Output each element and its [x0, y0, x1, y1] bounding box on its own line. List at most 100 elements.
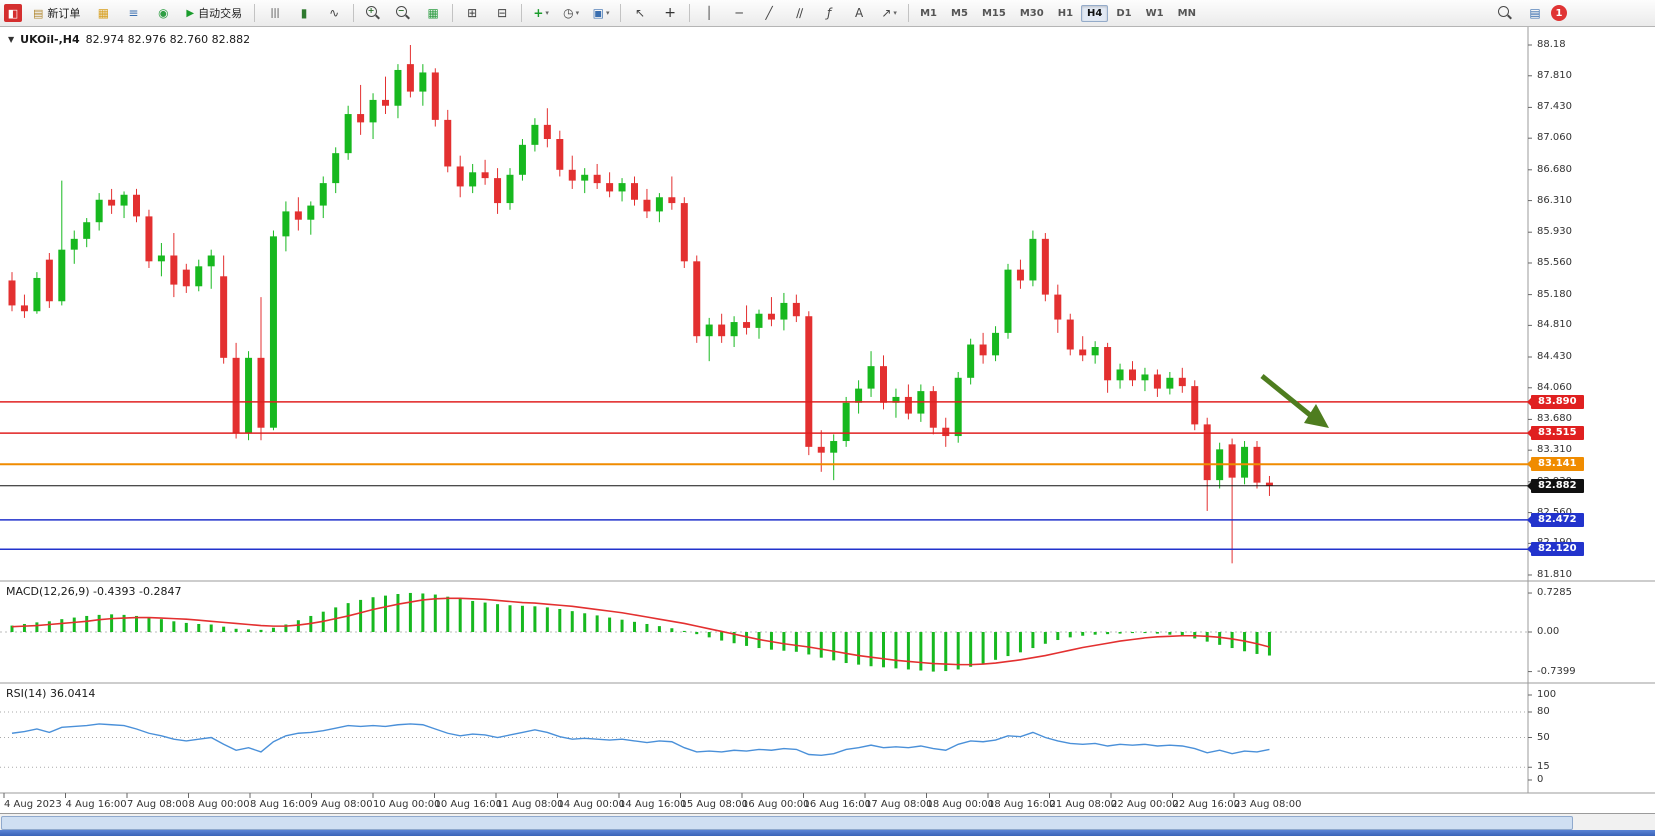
fibonacci-icon: ƒ — [826, 6, 832, 20]
channel-tool[interactable]: ∕∕ — [785, 2, 813, 25]
rsi-axis-label: 80 — [1537, 706, 1550, 717]
clock-icon: ◷ — [563, 6, 574, 20]
time-axis — [3, 793, 1235, 798]
app-icon[interactable]: ◧ — [4, 4, 22, 22]
price-axis-label: 87.430 — [1537, 101, 1572, 113]
line-chart-icon: ∿ — [329, 6, 340, 20]
timeframe-D1[interactable]: D1 — [1116, 7, 1132, 19]
rsi-axis-label: 100 — [1537, 689, 1557, 700]
horizontal-line-icon: ─ — [735, 6, 743, 20]
time-axis-label: 9 Aug 08:00 — [311, 799, 373, 810]
time-axis-label: 22 Aug 00:00 — [1111, 799, 1179, 810]
price-level-badge[interactable]: 83.890 — [1527, 394, 1584, 409]
chart-labels-layer: 88.18 87.810 87.430 87.060 86.680 86.310 85.93… — [0, 27, 1655, 836]
price-axis-label: 87.810 — [1537, 69, 1572, 81]
price-level-badge[interactable]: 82.120 — [1527, 542, 1584, 557]
trendline-tool[interactable]: ╱ — [755, 2, 783, 25]
template-icon: ▣ — [592, 6, 605, 20]
market-watch-button[interactable]: ≡ — [119, 2, 147, 25]
timeframe-H4[interactable]: H4 — [1081, 4, 1109, 22]
tile-windows-icon: ⊞ — [467, 6, 478, 20]
navigator-button[interactable]: ◉ — [149, 2, 177, 25]
charts-icon: ▦ — [97, 6, 110, 20]
ohlc-quote-label: 82.974 82.976 82.760 82.882 — [85, 33, 251, 46]
price-axis-label: 85.560 — [1537, 256, 1572, 268]
sell-arrow-annotation — [1260, 374, 1329, 428]
new-order-button[interactable]: ▤ 新订单 — [26, 2, 87, 25]
chevron-down-icon: ▾ — [545, 9, 549, 17]
bar-chart-button[interactable]: ∣∣∣ — [260, 2, 288, 25]
macd-axis-label: 0.7285 — [1537, 587, 1572, 599]
current-price-badge: 82.882 — [1527, 478, 1584, 493]
price-level-badge[interactable]: 82.472 — [1527, 512, 1584, 527]
grid-button[interactable]: ▦ — [419, 2, 447, 25]
vertical-line-icon: │ — [705, 6, 713, 20]
periods-button[interactable]: ◷ ▾ — [557, 2, 585, 25]
rsi-axis-label: 50 — [1537, 731, 1550, 743]
charts-window-button[interactable]: ▦ — [89, 2, 117, 25]
rsi-panel — [0, 694, 1532, 781]
indicators-button[interactable]: + ▾ — [527, 2, 555, 25]
timeframe-MN[interactable]: MN — [1177, 7, 1196, 19]
price-level-badge[interactable]: 83.141 — [1527, 457, 1584, 472]
cascade-windows-button[interactable]: ⊟ — [488, 2, 516, 25]
arrows-tool[interactable]: ↗ ▾ — [875, 2, 903, 25]
collapse-icon[interactable]: ▼ — [8, 35, 15, 44]
time-axis-label: 14 Aug 00:00 — [557, 799, 625, 810]
fibonacci-tool[interactable]: ƒ — [815, 2, 843, 25]
price-axis-label: 85.930 — [1537, 226, 1572, 238]
time-axis-label: 17 Aug 08:00 — [865, 799, 933, 810]
rsi-axis-label: 15 — [1537, 761, 1550, 773]
search-icon — [1498, 6, 1509, 17]
chevron-down-icon: ▾ — [606, 9, 610, 17]
data-window-button[interactable]: ▤ — [1521, 2, 1549, 25]
time-axis-label: 7 Aug 08:00 — [127, 799, 189, 810]
price-axis-label: 88.18 — [1537, 39, 1566, 50]
rsi-label: RSI(14) 36.0414 — [6, 687, 96, 700]
trendline-icon: ╱ — [765, 6, 773, 20]
separator — [908, 4, 910, 22]
candlestick-chart-button[interactable]: ▮ — [290, 2, 318, 25]
toolbar: ◧ ▤ 新订单 ▦ ≡ ◉ ▶ 自动交易 ∣∣∣ ▮ ∿ + − ▦ ⊞ ⊟ +… — [0, 0, 1655, 27]
candlestick-icon: ▮ — [300, 6, 308, 20]
panel-separators — [0, 27, 1655, 794]
timeframe-M15[interactable]: M15 — [981, 7, 1006, 19]
macd-axis-label: -0.7399 — [1537, 665, 1576, 677]
separator — [689, 4, 691, 22]
scrollbar-thumb[interactable] — [1, 816, 1573, 830]
window-bottom-edge — [0, 830, 1655, 836]
data-window-icon: ▤ — [1529, 6, 1541, 20]
timeframe-M1[interactable]: M1 — [920, 7, 938, 19]
price-axis-label: 87.060 — [1537, 132, 1572, 144]
line-chart-button[interactable]: ∿ — [320, 2, 348, 25]
separator — [254, 4, 256, 22]
cursor-button[interactable]: ↖ — [626, 2, 654, 25]
notification-badge[interactable]: 1 — [1551, 5, 1567, 21]
timeframe-H1[interactable]: H1 — [1057, 7, 1074, 19]
time-axis-label: 23 Aug 08:00 — [1234, 799, 1302, 810]
zoom-out-button[interactable]: − — [389, 2, 417, 25]
text-tool[interactable]: A — [845, 2, 873, 25]
horizontal-scrollbar[interactable] — [0, 813, 1655, 830]
macd-panel — [0, 592, 1532, 673]
grid-icon: ▦ — [427, 6, 439, 20]
new-order-icon: ▤ — [33, 6, 44, 20]
tile-windows-button[interactable]: ⊞ — [458, 2, 486, 25]
time-axis-label: 16 Aug 16:00 — [803, 799, 871, 810]
candles — [8, 45, 1273, 564]
timeframe-W1[interactable]: W1 — [1145, 7, 1164, 19]
horizontal-line-tool[interactable]: ─ — [725, 2, 753, 25]
auto-trading-label: 自动交易 — [198, 7, 243, 20]
timeframe-M5[interactable]: M5 — [951, 7, 968, 19]
search-button[interactable] — [1491, 2, 1519, 25]
zoom-in-button[interactable]: + — [359, 2, 387, 25]
price-level-badge[interactable]: 83.515 — [1527, 426, 1584, 441]
crosshair-button[interactable]: + — [656, 2, 684, 25]
time-axis-label: 22 Aug 16:00 — [1172, 799, 1240, 810]
time-axis-label: 4 Aug 2023 — [4, 799, 62, 810]
vertical-line-tool[interactable]: │ — [695, 2, 723, 25]
templates-button[interactable]: ▣ ▾ — [587, 2, 615, 25]
timeframe-M30[interactable]: M30 — [1019, 7, 1044, 19]
chart-plot-area[interactable] — [0, 27, 1655, 836]
auto-trading-button[interactable]: ▶ 自动交易 — [179, 2, 249, 25]
